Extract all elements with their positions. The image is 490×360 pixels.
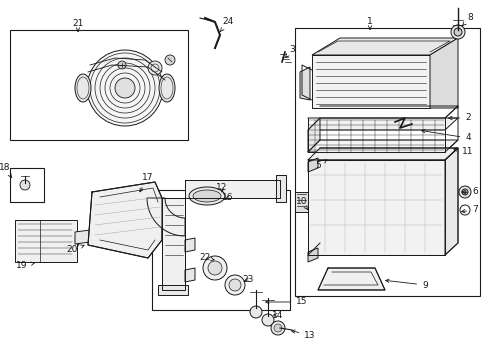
Polygon shape <box>185 268 195 282</box>
Text: 17: 17 <box>140 174 154 192</box>
Text: 16: 16 <box>222 194 234 202</box>
Polygon shape <box>308 248 318 262</box>
Circle shape <box>115 78 135 98</box>
Polygon shape <box>18 228 82 250</box>
Polygon shape <box>18 228 82 250</box>
Polygon shape <box>295 192 308 212</box>
Polygon shape <box>75 230 90 244</box>
Polygon shape <box>158 285 188 295</box>
Text: 20: 20 <box>66 245 84 255</box>
Bar <box>152 190 290 310</box>
Circle shape <box>20 180 30 190</box>
Text: 15: 15 <box>266 297 308 306</box>
Polygon shape <box>276 175 286 202</box>
Text: 1: 1 <box>367 18 373 30</box>
Text: 22: 22 <box>199 253 214 262</box>
Circle shape <box>229 279 241 291</box>
Polygon shape <box>147 198 185 236</box>
Circle shape <box>165 55 175 65</box>
Circle shape <box>118 61 126 69</box>
Circle shape <box>87 50 163 126</box>
Text: 23: 23 <box>243 275 254 284</box>
Circle shape <box>454 28 462 36</box>
Text: 7: 7 <box>462 206 478 215</box>
Text: 8: 8 <box>463 13 473 26</box>
Polygon shape <box>88 182 162 258</box>
Polygon shape <box>185 180 280 198</box>
Circle shape <box>462 189 468 195</box>
Polygon shape <box>308 118 320 152</box>
Ellipse shape <box>193 190 221 202</box>
Text: 18: 18 <box>0 163 12 177</box>
Text: 9: 9 <box>386 279 428 289</box>
Text: 4: 4 <box>422 130 471 143</box>
Polygon shape <box>300 67 310 100</box>
Ellipse shape <box>189 187 225 205</box>
Text: 11: 11 <box>454 148 474 157</box>
Bar <box>15 220 77 262</box>
Circle shape <box>459 186 471 198</box>
Polygon shape <box>308 140 458 152</box>
Polygon shape <box>185 238 195 252</box>
Circle shape <box>271 321 285 335</box>
Text: 21: 21 <box>73 19 84 31</box>
Polygon shape <box>312 55 430 108</box>
Circle shape <box>262 314 274 326</box>
Text: 14: 14 <box>272 310 284 320</box>
Polygon shape <box>162 198 185 290</box>
Polygon shape <box>308 118 458 130</box>
Text: 12: 12 <box>216 184 228 193</box>
Polygon shape <box>308 160 445 255</box>
Bar <box>10 168 44 202</box>
Circle shape <box>274 324 282 332</box>
Circle shape <box>208 261 222 275</box>
Polygon shape <box>308 158 318 172</box>
Ellipse shape <box>159 74 175 102</box>
Text: 6: 6 <box>462 188 478 197</box>
Text: 5: 5 <box>315 160 327 170</box>
Circle shape <box>148 61 162 75</box>
Ellipse shape <box>75 74 91 102</box>
Circle shape <box>250 306 262 318</box>
Circle shape <box>451 25 465 39</box>
Bar <box>10 30 188 140</box>
Text: 13: 13 <box>292 330 316 339</box>
Polygon shape <box>308 148 458 160</box>
Bar <box>295 28 480 296</box>
Text: 19: 19 <box>16 261 34 270</box>
Polygon shape <box>430 38 458 108</box>
Polygon shape <box>312 38 458 55</box>
Polygon shape <box>318 268 385 290</box>
Polygon shape <box>445 148 458 255</box>
Circle shape <box>225 275 245 295</box>
Text: 24: 24 <box>220 18 234 32</box>
Circle shape <box>203 256 227 280</box>
Text: 10: 10 <box>296 198 308 210</box>
Text: 3: 3 <box>286 45 295 57</box>
Text: 2: 2 <box>449 113 471 122</box>
